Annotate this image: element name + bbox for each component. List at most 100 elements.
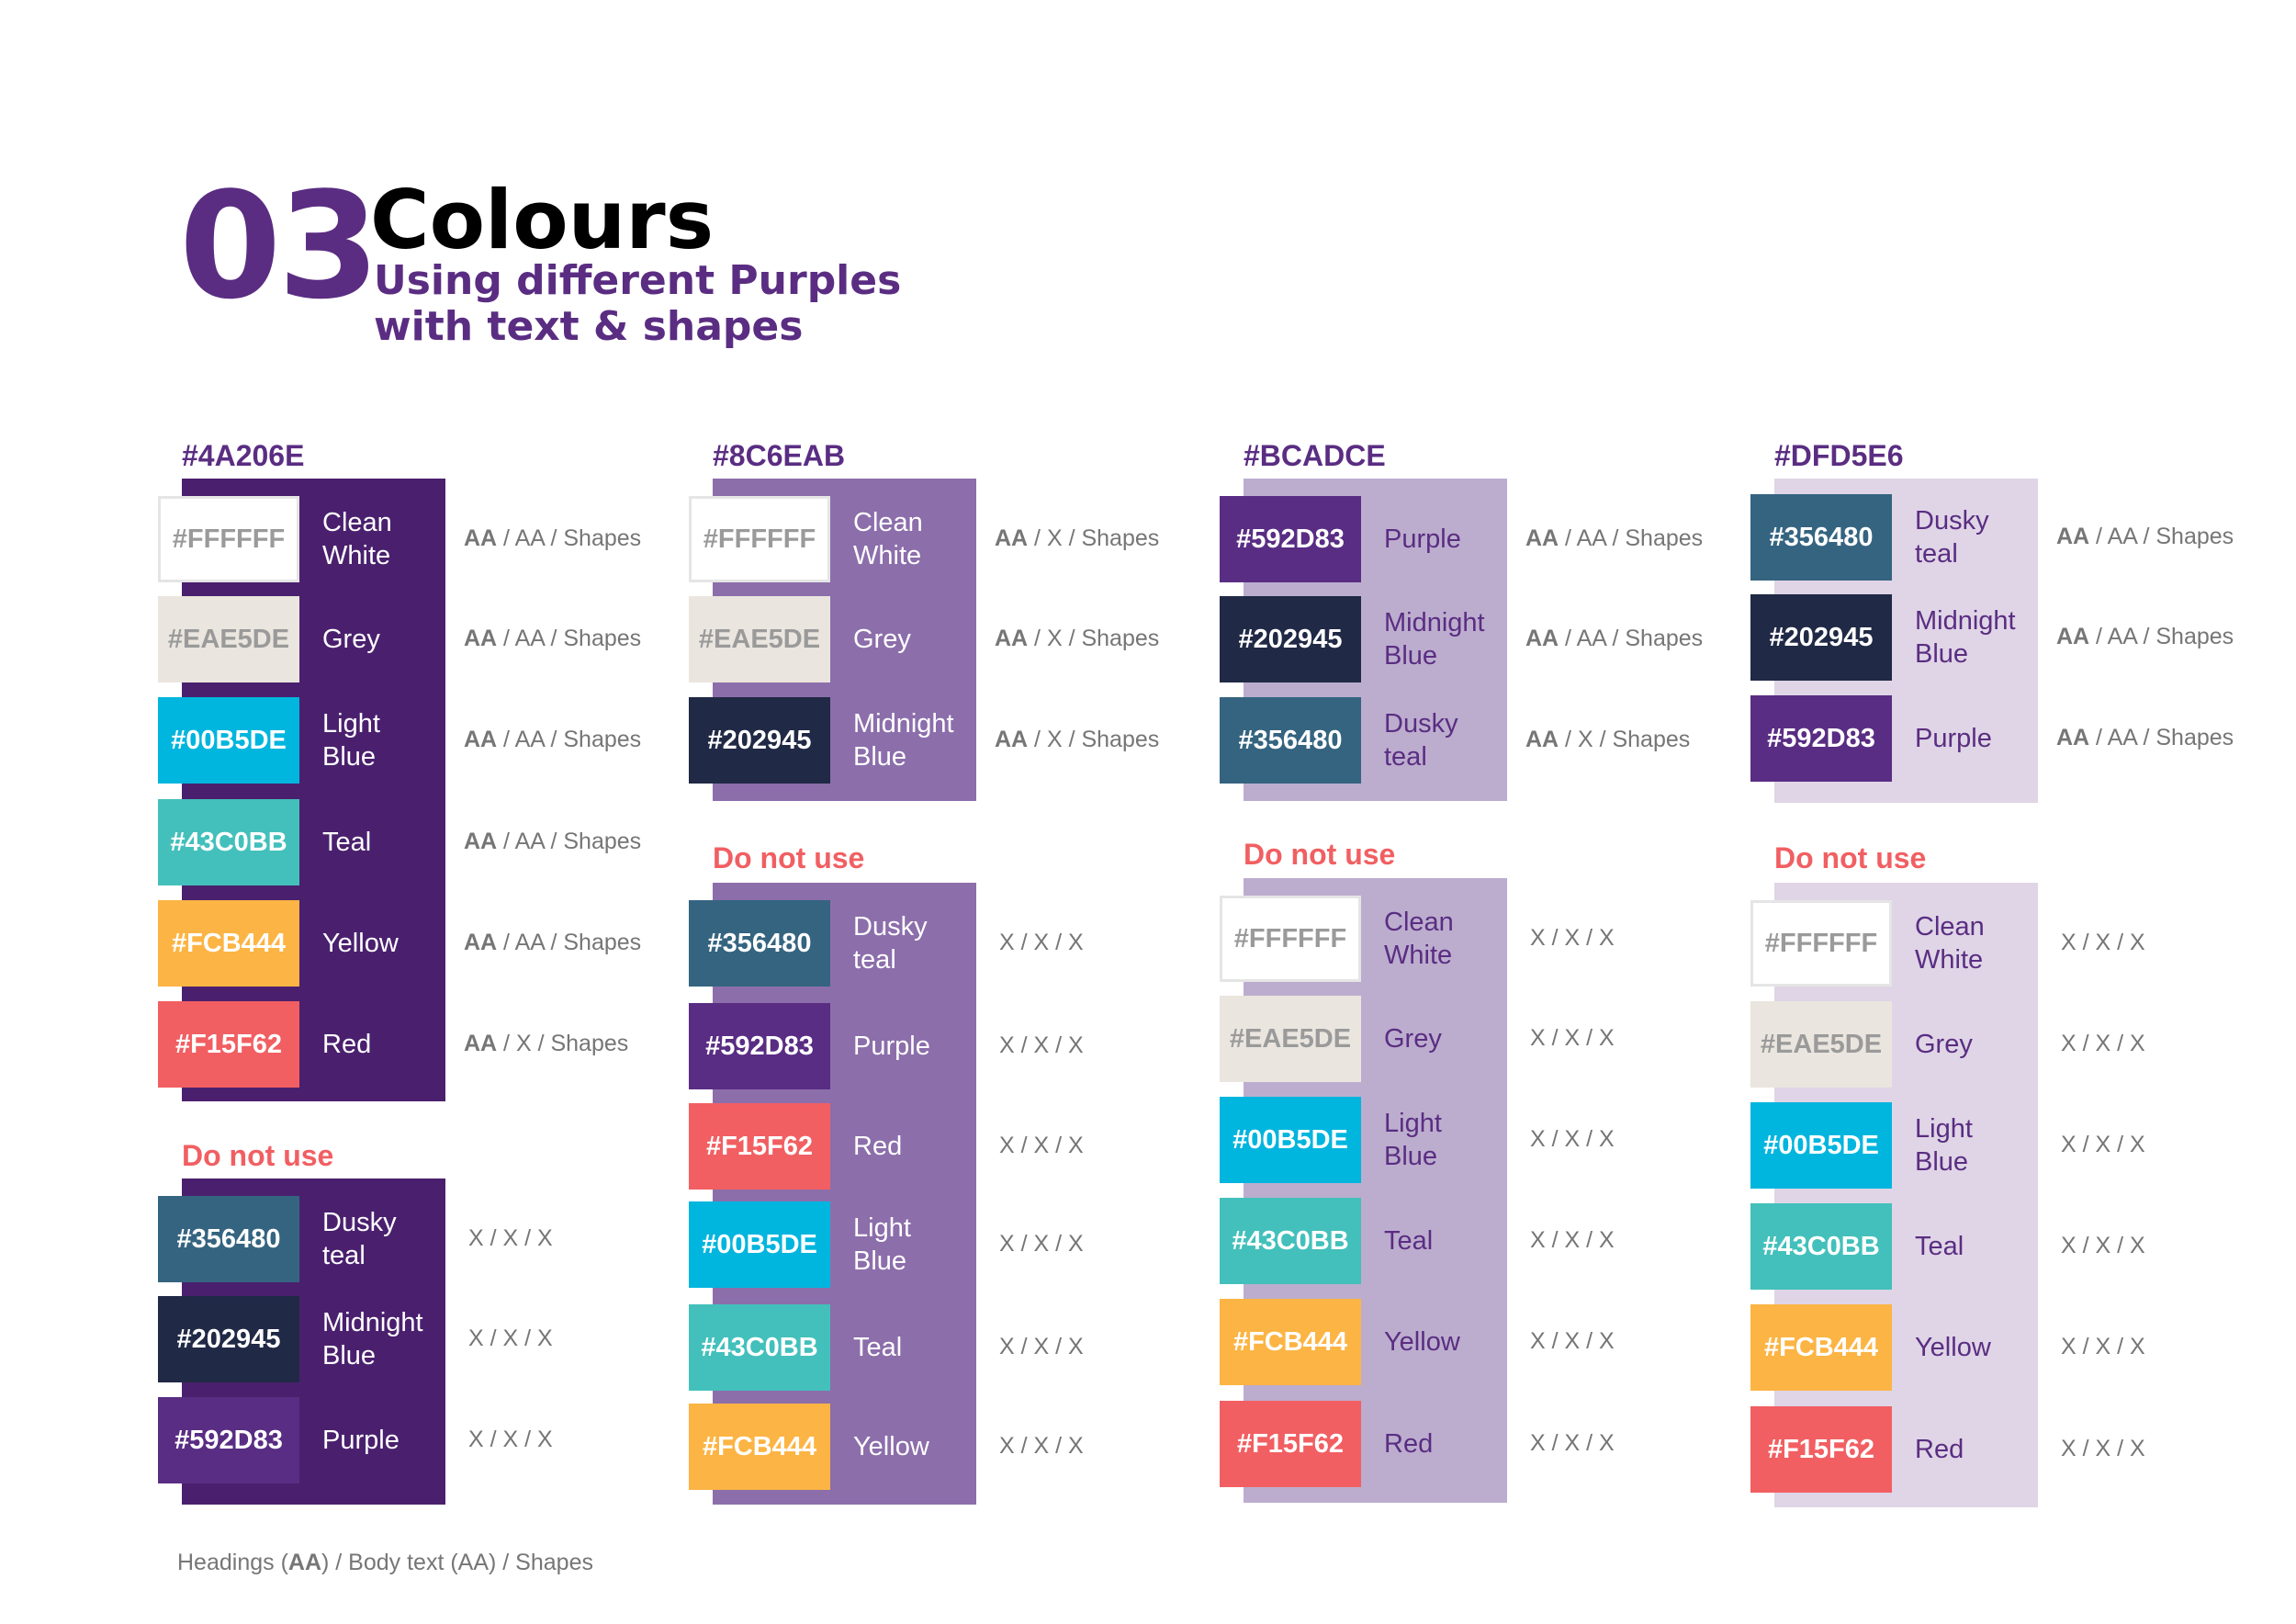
colour-name: Teal [853, 1331, 1000, 1364]
rating-rest: X / X / X [1530, 925, 1615, 951]
accessibility-rating: X / X / X [1530, 1328, 1615, 1355]
colour-name-line: Blue [1915, 1147, 1969, 1177]
colour-swatch: #592D83 [689, 1003, 830, 1089]
footnote: Headings (AA) / Body text (AA) / Shapes [177, 1550, 593, 1576]
colour-name-line: teal [853, 945, 896, 975]
colour-name-line: Yellow [322, 929, 399, 958]
accessibility-rating: X / X / X [2061, 1233, 2145, 1259]
colour-name: Grey [853, 623, 1000, 656]
colour-name: Purple [1384, 523, 1531, 556]
rating-rest: X / X / X [999, 1334, 1084, 1359]
colour-name-line: Blue [1384, 641, 1438, 671]
accessibility-rating: X / X / X [1530, 1227, 1615, 1254]
column-title: #4A206E [182, 439, 305, 472]
rating-rest: / AA / Shapes [1559, 525, 1704, 551]
rating-headings: AA [464, 525, 498, 551]
colour-name-line: Teal [322, 828, 372, 857]
colour-swatch: #F15F62 [1750, 1406, 1892, 1493]
colour-name: Purple [853, 1030, 1000, 1063]
colour-name-line: Red [853, 1132, 903, 1161]
colour-name-line: Blue [1384, 1142, 1438, 1171]
colour-swatch: #202945 [1750, 594, 1892, 681]
accessibility-rating: X / X / X [999, 1231, 1084, 1257]
colour-name: Midnight Blue [322, 1306, 469, 1372]
colour-swatch: #202945 [689, 697, 830, 784]
colour-swatch: #EAE5DE [158, 596, 299, 682]
colour-name-line: Teal [1915, 1232, 1964, 1261]
colour-swatch: #FFFFFF [689, 496, 830, 582]
page-title: Colours [370, 173, 715, 267]
rating-rest: X / X / X [1530, 1025, 1615, 1051]
colour-name-line: Teal [853, 1333, 903, 1362]
accessibility-rating: AA / X / Shapes [995, 727, 1159, 753]
rating-rest: X / X / X [999, 1231, 1084, 1257]
accessibility-rating: X / X / X [999, 1334, 1084, 1360]
accessibility-rating: X / X / X [2061, 930, 2145, 956]
colour-name: Red [853, 1130, 1000, 1163]
page-subtitle-line2: with text & shapes [374, 303, 804, 350]
rating-headings: AA [1525, 626, 1559, 651]
colour-swatch: #FCB444 [158, 900, 299, 987]
colour-name: Clean White [1915, 910, 2062, 976]
do-not-use-label: Do not use [1774, 841, 1927, 874]
colour-name-line: Midnight [1384, 608, 1485, 637]
accessibility-rating: X / X / X [1530, 1025, 1615, 1052]
column-title: #BCADCE [1244, 439, 1386, 472]
colour-swatch: #43C0BB [158, 799, 299, 885]
colour-name-line: Midnight [322, 1308, 423, 1337]
accessibility-rating: AA / AA / Shapes [1525, 626, 1703, 652]
rating-headings: AA [995, 727, 1029, 752]
colour-name: Light Blue [853, 1212, 1000, 1278]
colour-name-line: Blue [322, 742, 377, 772]
colour-swatch: #EAE5DE [1750, 1001, 1892, 1088]
colour-name-line: Light [322, 709, 380, 739]
colour-name-line: White [1915, 945, 1984, 975]
rating-headings: AA [1525, 525, 1559, 551]
rating-rest: X / X / X [2061, 1436, 2145, 1461]
accessibility-rating: X / X / X [2061, 1132, 2145, 1158]
colour-name-line: Grey [853, 625, 911, 654]
colour-name: Purple [1915, 722, 2062, 755]
rating-headings: AA [464, 829, 498, 854]
colour-name-line: Blue [322, 1341, 377, 1370]
colour-name-line: Purple [1384, 524, 1461, 554]
colour-name: Teal [322, 826, 469, 859]
colour-name: Teal [1384, 1224, 1531, 1257]
rating-rest: / AA / Shapes [497, 727, 642, 752]
rating-rest: X / X / X [999, 1133, 1084, 1158]
colour-swatch: #356480 [689, 900, 830, 987]
accessibility-rating: X / X / X [999, 930, 1084, 956]
colour-swatch: #592D83 [1220, 496, 1361, 582]
rating-rest: X / X / X [1530, 1430, 1615, 1456]
colour-name: Red [1384, 1427, 1531, 1460]
colour-name: Purple [322, 1424, 469, 1457]
colour-swatch: #00B5DE [1220, 1097, 1361, 1183]
accessibility-rating: AA / AA / Shapes [2056, 524, 2234, 550]
rating-headings: AA [1525, 727, 1559, 752]
rating-rest: / X / Shapes [1028, 626, 1160, 651]
do-not-use-label: Do not use [713, 841, 865, 874]
colour-swatch: #F15F62 [158, 1001, 299, 1088]
accessibility-rating: AA / AA / Shapes [2056, 624, 2234, 650]
colour-name-line: Purple [1915, 724, 1992, 753]
background-panel [182, 479, 445, 1101]
accessibility-rating: AA / AA / Shapes [464, 727, 641, 753]
rating-rest: / AA / Shapes [2089, 725, 2234, 750]
colour-name-line: Midnight [853, 709, 954, 739]
colour-name: Yellow [1384, 1325, 1531, 1359]
colour-swatch: #592D83 [158, 1397, 299, 1483]
accessibility-rating: X / X / X [2061, 1031, 2145, 1057]
colour-name-line: Red [1384, 1429, 1434, 1459]
colour-name-line: Yellow [1384, 1327, 1460, 1357]
colour-name-line: Dusky [1915, 506, 1989, 536]
colour-name-line: Clean [853, 508, 923, 537]
colour-name-line: Clean [322, 508, 392, 537]
rating-rest: X / X / X [999, 1032, 1084, 1058]
colour-name-line: Purple [322, 1426, 400, 1455]
colour-swatch: #00B5DE [158, 697, 299, 784]
rating-rest: X / X / X [999, 930, 1084, 955]
accessibility-rating: X / X / X [1530, 925, 1615, 952]
rating-headings: AA [464, 626, 498, 651]
rating-headings: AA [2056, 624, 2090, 649]
page-subtitle-line1: Using different Purples [374, 257, 902, 304]
